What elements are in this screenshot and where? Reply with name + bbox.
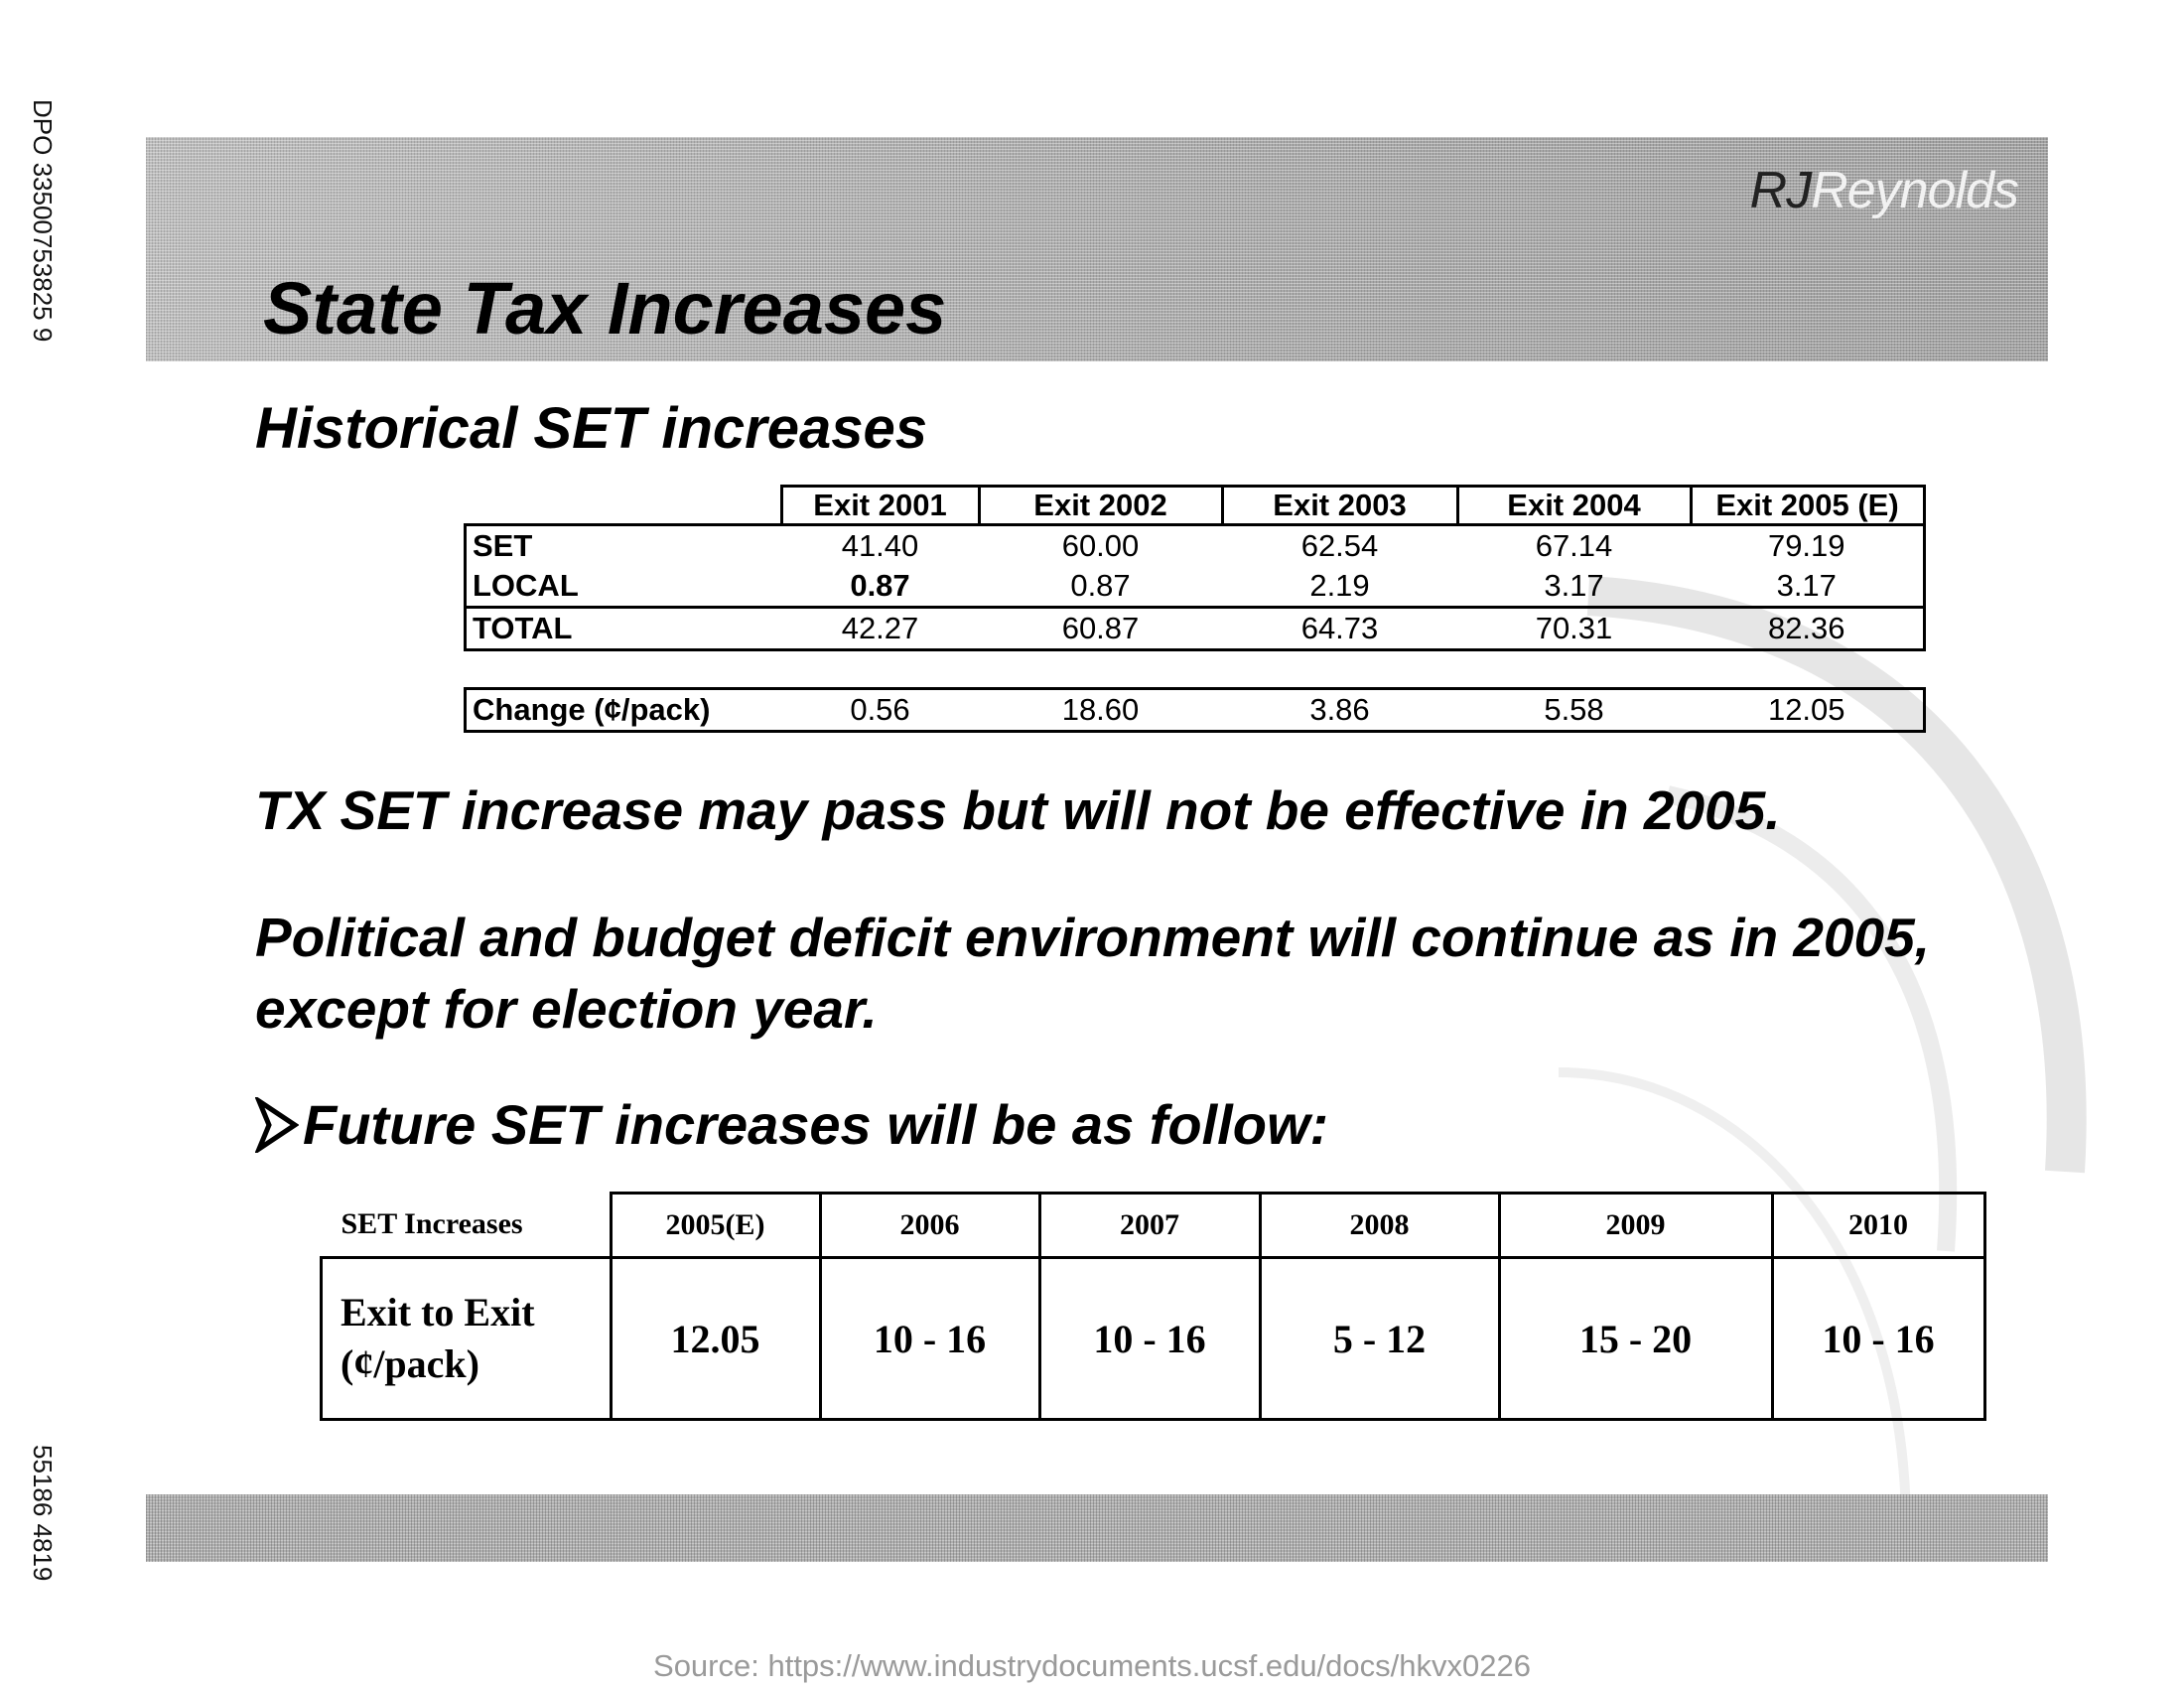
row-label: SET	[464, 523, 781, 566]
table-cell: 82.36	[1691, 606, 1926, 651]
table-row: SET 41.40 60.00 62.54 67.14 79.19	[464, 523, 1926, 566]
table-cell: 5 - 12	[1258, 1256, 1501, 1421]
column-header: 2006	[818, 1192, 1041, 1259]
table-cell: 15 - 20	[1497, 1256, 1774, 1421]
table-header-row: Exit 2001 Exit 2002 Exit 2003 Exit 2004 …	[466, 485, 1926, 526]
table-cell: 10 - 16	[1770, 1256, 1986, 1421]
header-banner: RJReynolds State Tax Increases	[146, 137, 2048, 361]
table-cell: 70.31	[1457, 606, 1691, 651]
column-header: Exit 2003	[1220, 485, 1459, 526]
table-cell: 60.00	[979, 523, 1222, 566]
table-row-change: Change (¢/pack) 0.56 18.60 3.86 5.58 12.…	[464, 687, 1926, 733]
column-header: 2008	[1258, 1192, 1501, 1259]
table-cell: 10 - 16	[1037, 1256, 1262, 1421]
table-cell: 3.86	[1222, 687, 1457, 733]
table-cell: 2.19	[1309, 568, 1370, 603]
table-cell: 12.05	[1691, 687, 1926, 733]
row-label: Change (¢/pack)	[464, 687, 781, 733]
table-row: Exit to Exit (¢/pack) 12.05 10 - 16 10 -…	[320, 1256, 1986, 1421]
table-cell: 3.17	[1691, 566, 1926, 608]
table-row-total: TOTAL 42.27 60.87 64.73 70.31 82.36	[464, 606, 1926, 651]
future-heading-text: Future SET increases will be as follow:	[303, 1093, 1329, 1156]
page-title: State Tax Increases	[263, 267, 947, 350]
future-heading: Future SET increases will be as follow:	[255, 1092, 1328, 1157]
row-label: LOCAL	[464, 566, 781, 608]
document-code-top: DPO 33500753825 9	[28, 99, 58, 343]
header-blank	[466, 487, 782, 525]
table-cell: 67.14	[1457, 523, 1691, 566]
table-cell: 18.60	[979, 687, 1222, 733]
table-cell: 60.87	[979, 606, 1222, 651]
row-label-line2: (¢/pack)	[341, 1341, 479, 1386]
row-label: Exit to Exit (¢/pack)	[320, 1256, 613, 1421]
table-cell: 12.05	[609, 1256, 822, 1421]
historical-heading: Historical SET increases	[255, 396, 927, 461]
future-set-table: SET Increases 2005(E) 2006 2007 2008 200…	[320, 1192, 1986, 1421]
table-cell: 3.17	[1544, 568, 1604, 603]
table-cell: 10 - 16	[818, 1256, 1041, 1421]
footer-banner	[146, 1494, 2048, 1562]
table-cell: 0.56	[781, 687, 979, 733]
column-header: 2005(E)	[609, 1192, 822, 1259]
logo-reynolds: Reynolds	[1811, 162, 2019, 219]
rj-reynolds-logo: RJReynolds	[1749, 161, 2019, 220]
table-spacer	[466, 650, 1925, 689]
table-cell: 42.27	[781, 606, 979, 651]
column-header: 2010	[1770, 1192, 1986, 1259]
table-cell: 62.54	[1222, 523, 1457, 566]
table-cell: 0.87	[850, 568, 910, 603]
logo-rj: RJ	[1749, 162, 1813, 219]
column-header: 2009	[1497, 1192, 1774, 1259]
column-header: 2007	[1037, 1192, 1262, 1259]
table-cell: 5.58	[1457, 687, 1691, 733]
row-label: TOTAL	[464, 606, 781, 651]
arrow-bullet-icon	[255, 1096, 299, 1153]
table-cell: 0.87	[1070, 568, 1131, 603]
source-citation: Source: https://www.industrydocuments.uc…	[653, 1648, 1531, 1683]
table-cell: 41.40	[781, 523, 979, 566]
column-header: Exit 2004	[1455, 485, 1693, 526]
table-cell: 79.19	[1691, 523, 1926, 566]
corner-label: SET Increases	[341, 1207, 523, 1241]
table-header-row: SET Increases 2005(E) 2006 2007 2008 200…	[322, 1192, 1986, 1259]
historical-set-table: Exit 2001 Exit 2002 Exit 2003 Exit 2004 …	[464, 485, 1926, 733]
column-header: Exit 2002	[977, 485, 1224, 526]
column-header: Exit 2001	[779, 485, 981, 526]
column-header: Exit 2005 (E)	[1689, 485, 1926, 526]
table-cell: 64.73	[1222, 606, 1457, 651]
tx-statement: TX SET increase may pass but will not be…	[255, 779, 1781, 841]
document-code-bottom: 55186 4819	[28, 1445, 58, 1582]
table-row: LOCAL 0.87 0.87 2.19 3.17 3.17	[464, 566, 1926, 608]
row-label-line1: Exit to Exit	[341, 1290, 535, 1335]
political-statement: Political and budget deficit environment…	[255, 907, 1930, 1040]
